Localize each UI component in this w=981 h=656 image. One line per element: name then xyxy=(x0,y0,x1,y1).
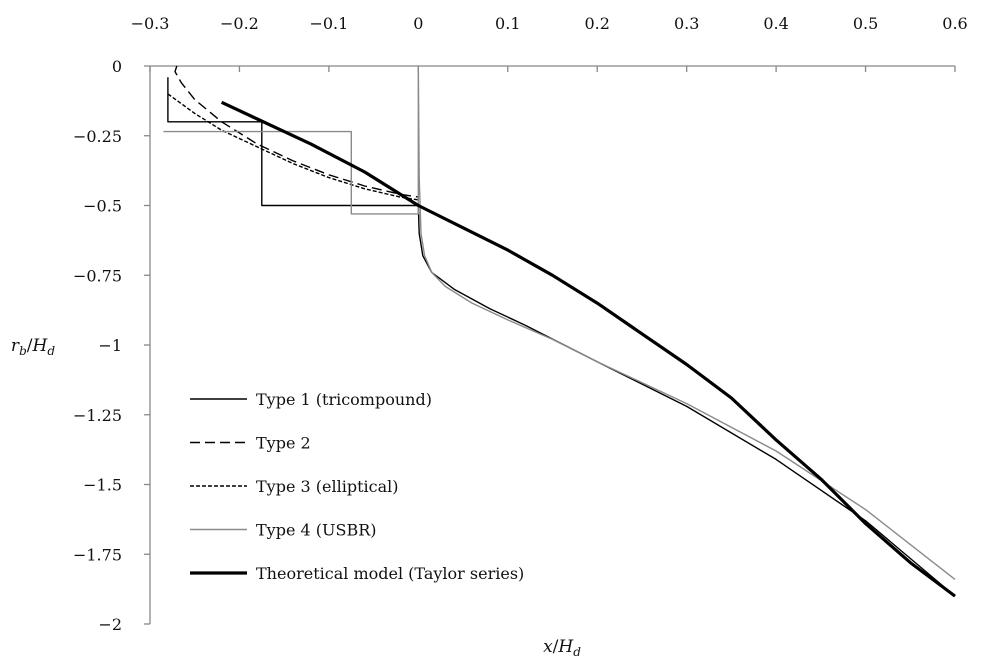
y-tick-label: −0.25 xyxy=(73,127,122,146)
x-tick-label: −0.2 xyxy=(220,14,259,33)
y-tick-label: −1.5 xyxy=(83,476,122,495)
y-tick-label: −1.25 xyxy=(73,406,122,425)
x-tick-label: 0.4 xyxy=(763,14,788,33)
y-tick-label: 0 xyxy=(112,57,122,76)
series-lines xyxy=(163,65,956,598)
x-tick-label: 0.1 xyxy=(495,14,520,33)
legend-label-5: Theoretical model (Taylor series) xyxy=(256,564,524,583)
x-tick-label: 0.5 xyxy=(853,14,878,33)
x-tick-label: 0 xyxy=(413,14,423,33)
y-tick-label: −1.75 xyxy=(73,545,122,564)
x-tick-label: −0.1 xyxy=(309,14,348,33)
y-axis-label: rb/Hd xyxy=(11,336,55,358)
x-axis-label: x/Hd xyxy=(543,637,581,656)
series-line-3 xyxy=(167,93,419,201)
legend-label-4: Type 4 (USBR) xyxy=(256,521,377,540)
series-line-5 xyxy=(220,100,956,598)
legend-label-2: Type 2 xyxy=(256,434,311,453)
legend-label-3: Type 3 (elliptical) xyxy=(256,477,398,496)
y-tick-label: −1 xyxy=(98,336,122,355)
legend-label-1: Type 1 (tricompound) xyxy=(256,390,432,409)
series-line-1 xyxy=(167,77,956,597)
series-line-2 xyxy=(174,65,419,198)
x-tick-label: 0.6 xyxy=(942,14,967,33)
y-tick-label: −2 xyxy=(98,615,122,634)
x-tick-label: 0.3 xyxy=(674,14,699,33)
x-tick-label: 0.2 xyxy=(584,14,609,33)
y-tick-label: −0.75 xyxy=(73,266,122,285)
x-tick-label: −0.3 xyxy=(131,14,170,33)
y-tick-label: −0.5 xyxy=(83,197,122,216)
series-line-4 xyxy=(163,65,956,580)
legend: Type 1 (tricompound) Type 2 Type 3 (ellipt… xyxy=(190,390,524,583)
axes xyxy=(144,65,956,625)
tick-labels: −0.3 −0.2 −0.1 0 0.1 0.2 0.3 0.4 0.5 0.6 0 −0.25 −0.… xyxy=(73,14,968,634)
